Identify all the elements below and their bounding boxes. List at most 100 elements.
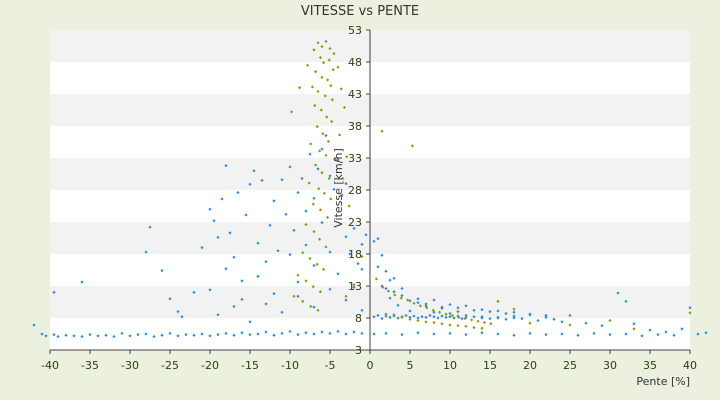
data-point xyxy=(464,313,468,318)
data-point xyxy=(432,298,436,302)
data-point xyxy=(696,332,700,336)
data-point xyxy=(332,187,336,191)
data-point xyxy=(192,333,196,337)
data-point xyxy=(438,310,442,314)
data-point xyxy=(280,331,284,335)
data-point xyxy=(496,299,500,303)
data-point xyxy=(312,332,316,336)
data-point xyxy=(352,226,356,230)
data-point xyxy=(448,315,452,319)
x-axis-title: Pente [%] xyxy=(636,375,690,388)
data-point xyxy=(528,331,532,335)
data-point xyxy=(356,262,360,266)
data-point xyxy=(304,222,308,227)
data-point xyxy=(40,332,44,336)
data-point xyxy=(332,52,336,56)
data-point xyxy=(329,84,333,88)
data-point xyxy=(304,279,308,283)
data-point xyxy=(512,316,516,320)
data-point xyxy=(311,202,315,206)
data-point xyxy=(256,241,260,245)
data-point xyxy=(324,153,328,158)
data-point xyxy=(309,304,313,309)
data-point xyxy=(200,246,204,250)
data-point xyxy=(408,315,412,319)
data-point xyxy=(296,280,300,284)
data-point xyxy=(310,85,314,89)
data-point xyxy=(284,212,288,216)
data-point xyxy=(464,304,468,308)
data-point xyxy=(326,215,330,220)
data-point xyxy=(347,204,351,208)
data-point xyxy=(330,119,334,124)
data-point xyxy=(288,253,292,257)
data-point xyxy=(152,334,156,339)
data-point xyxy=(372,332,376,336)
data-point xyxy=(392,314,396,318)
data-point xyxy=(460,317,464,321)
data-point xyxy=(656,333,660,337)
data-point xyxy=(472,326,476,330)
data-point xyxy=(440,322,444,326)
data-point xyxy=(416,301,420,305)
data-point xyxy=(324,39,328,44)
data-point xyxy=(496,315,500,319)
data-point xyxy=(457,315,461,319)
data-point xyxy=(528,312,532,316)
data-point xyxy=(330,98,334,102)
data-point xyxy=(388,296,392,300)
x-tick-label: 10 xyxy=(443,359,457,372)
data-point xyxy=(336,329,340,334)
x-tick-label: 40 xyxy=(683,359,697,372)
data-point xyxy=(392,276,396,280)
data-point xyxy=(388,315,392,319)
data-point xyxy=(318,55,322,60)
data-point xyxy=(396,316,400,320)
data-point xyxy=(576,333,580,337)
data-point xyxy=(321,132,325,136)
data-point xyxy=(376,265,380,269)
data-point xyxy=(80,334,84,339)
data-point xyxy=(372,239,376,243)
data-point xyxy=(304,209,308,213)
data-point xyxy=(304,243,308,247)
data-point xyxy=(324,134,328,138)
data-point xyxy=(418,304,422,308)
data-point xyxy=(512,314,516,318)
data-point xyxy=(216,235,220,239)
data-point xyxy=(328,174,332,178)
data-point xyxy=(456,310,460,314)
data-point xyxy=(176,310,180,314)
data-point xyxy=(344,182,348,186)
data-point xyxy=(322,191,326,195)
data-point xyxy=(400,286,404,291)
data-point xyxy=(128,334,132,338)
x-tick-label: 20 xyxy=(523,359,537,372)
data-point xyxy=(316,41,320,45)
data-point xyxy=(344,298,348,302)
data-point xyxy=(544,315,548,319)
data-point xyxy=(248,333,252,337)
data-point xyxy=(360,267,364,271)
data-point xyxy=(680,327,684,331)
data-point xyxy=(315,125,319,129)
data-point xyxy=(252,169,256,173)
data-point xyxy=(688,306,692,310)
data-point xyxy=(176,334,180,338)
data-point xyxy=(256,332,260,336)
data-point xyxy=(360,331,364,335)
data-point xyxy=(489,322,493,326)
data-point xyxy=(380,253,384,257)
data-point xyxy=(352,285,356,289)
data-point xyxy=(488,310,492,314)
data-point xyxy=(320,171,324,175)
data-point xyxy=(410,144,414,148)
data-point xyxy=(312,305,316,309)
data-point xyxy=(440,314,444,318)
data-point xyxy=(244,213,248,217)
y-tick-label: 33 xyxy=(348,152,362,165)
data-point xyxy=(432,320,436,325)
data-point xyxy=(326,78,330,82)
data-point xyxy=(528,321,532,325)
data-point xyxy=(104,333,108,337)
